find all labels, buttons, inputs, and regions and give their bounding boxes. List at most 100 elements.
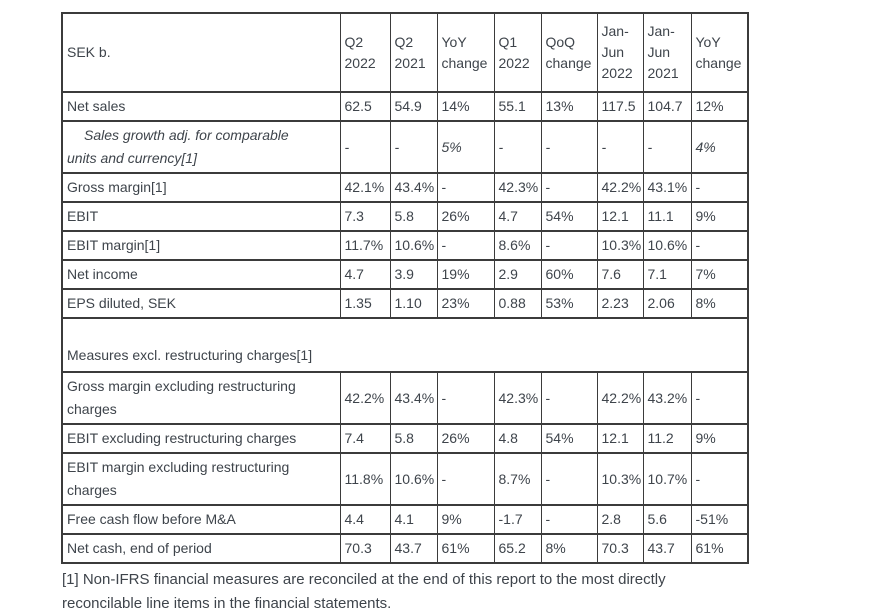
value-cell: 43.4%	[389, 371, 438, 425]
unit-header-cell: SEK b.	[61, 12, 341, 93]
value-cell: -	[642, 120, 692, 174]
value-cell: 2.9	[493, 259, 542, 290]
value-cell: -	[436, 452, 495, 506]
row-label-cell: Gross margin[1]	[61, 172, 341, 203]
value-cell: -	[436, 371, 495, 425]
value-cell: 10.3%	[596, 452, 644, 506]
value-cell: 2.06	[642, 288, 692, 319]
value-cell: 65.2	[493, 533, 542, 564]
value-cell: 7.1	[642, 259, 692, 290]
value-cell: -	[690, 452, 749, 506]
value-cell: 12.1	[596, 201, 644, 232]
value-cell: 9%	[690, 201, 749, 232]
section-title-cell: Measures excl. restructuring charges[1]	[61, 317, 749, 373]
value-cell: 11.2	[642, 423, 692, 454]
table-row: Net sales 62.5 54.9 14% 55.1 13% 117.5 104.7 12%	[61, 91, 749, 122]
value-cell: 61%	[436, 533, 495, 564]
value-cell: 11.7%	[339, 230, 391, 261]
value-cell: 1.10	[389, 288, 438, 319]
row-label-cell: EBIT	[61, 201, 341, 232]
row-label-cell: EBIT excluding restructuring charges	[61, 423, 341, 454]
table-row: Gross margin excluding restructuring cha…	[61, 371, 749, 425]
value-cell: 4.7	[493, 201, 542, 232]
value-cell: -	[690, 230, 749, 261]
table-body: Net sales 62.5 54.9 14% 55.1 13% 117.5 104.7 12%…	[61, 91, 749, 564]
row-label-cell: Gross margin excluding restructuring cha…	[61, 371, 341, 425]
period-header-cell: Q2 2022	[339, 12, 391, 93]
value-cell: 42.2%	[596, 172, 644, 203]
value-cell: 61%	[690, 533, 749, 564]
row-label-cell: Net sales	[61, 91, 341, 122]
value-cell: 10.3%	[596, 230, 644, 261]
financial-table: SEK b. Q2 2022 Q2 2021 YoY change Q1 2022 QoQ…	[61, 12, 749, 564]
period-header-cell: YoY change	[436, 12, 495, 93]
value-cell: 14%	[436, 91, 495, 122]
table-row: EBIT margin[1] 11.7% 10.6% -8.6% -10.3% 10.6%…	[61, 230, 749, 261]
value-cell: 117.5	[596, 91, 644, 122]
value-cell: 8%	[690, 288, 749, 319]
table-row: EBIT 7.3 5.8 26% 4.7 54% 12.1 11.1 9%	[61, 201, 749, 232]
value-cell: -	[436, 230, 495, 261]
value-cell: 42.1%	[339, 172, 391, 203]
value-cell: -	[540, 371, 598, 425]
value-cell: -	[596, 120, 644, 174]
value-cell: 10.6%	[389, 230, 438, 261]
value-cell: 43.4%	[389, 172, 438, 203]
row-label-cell: Sales growth adj. for comparable units a…	[61, 120, 341, 174]
value-cell: 60%	[540, 259, 598, 290]
value-cell: 43.2%	[642, 371, 692, 425]
value-cell: -	[690, 172, 749, 203]
period-header-cell: YoY change	[690, 12, 749, 93]
period-header-cell: Jan-Jun 2021	[642, 12, 692, 93]
value-cell: 42.3%	[493, 172, 542, 203]
value-cell: 4%	[690, 120, 749, 174]
value-cell: 42.2%	[596, 371, 644, 425]
value-cell: 11.1	[642, 201, 692, 232]
value-cell: 12.1	[596, 423, 644, 454]
value-cell: 8.6%	[493, 230, 542, 261]
value-cell: 5.8	[389, 201, 438, 232]
table-row: EBIT margin excluding restructuring char…	[61, 452, 749, 506]
value-cell: 4.8	[493, 423, 542, 454]
value-cell: 0.88	[493, 288, 542, 319]
value-cell: 104.7	[642, 91, 692, 122]
value-cell: 4.1	[389, 504, 438, 535]
value-cell: 10.7%	[642, 452, 692, 506]
period-header-cell: Jan-Jun 2022	[596, 12, 644, 93]
table-header: SEK b. Q2 2022 Q2 2021 YoY change Q1 2022 QoQ…	[61, 12, 749, 93]
section-row: Measures excl. restructuring charges[1]	[61, 317, 749, 373]
value-cell: 43.7	[389, 533, 438, 564]
value-cell: -	[540, 230, 598, 261]
footnote: [1] Non-IFRS financial measures are reco…	[62, 571, 666, 612]
table-row: Free cash flow before M&A 4.4 4.1 9% -1.7-2.…	[61, 504, 749, 535]
value-cell: 13%	[540, 91, 598, 122]
value-cell: 10.6%	[389, 452, 438, 506]
value-cell: -	[690, 371, 749, 425]
value-cell: 55.1	[493, 91, 542, 122]
row-label-cell: Free cash flow before M&A	[61, 504, 341, 535]
value-cell: 62.5	[339, 91, 391, 122]
value-cell: 11.8%	[339, 452, 391, 506]
row-label-cell: EBIT margin[1]	[61, 230, 341, 261]
value-cell: 54%	[540, 201, 598, 232]
value-cell: 43.1%	[642, 172, 692, 203]
period-header-cell: Q1 2022	[493, 12, 542, 93]
value-cell: 12%	[690, 91, 749, 122]
row-label-cell: Net cash, end of period	[61, 533, 341, 564]
period-header-cell: QoQ change	[540, 12, 598, 93]
value-cell: 7.6	[596, 259, 644, 290]
value-cell: 42.3%	[493, 371, 542, 425]
value-cell: 7%	[690, 259, 749, 290]
table-row: EPS diluted, SEK 1.35 1.10 23% 0.88 53% 2.23 2.…	[61, 288, 749, 319]
value-cell: 26%	[436, 201, 495, 232]
value-cell: 9%	[436, 504, 495, 535]
value-cell: 70.3	[339, 533, 391, 564]
value-cell: 19%	[436, 259, 495, 290]
row-label-cell: Net income	[61, 259, 341, 290]
table-row: EBIT excluding restructuring charges 7.4 5…	[61, 423, 749, 454]
value-cell: -1.7	[493, 504, 542, 535]
value-cell: 7.3	[339, 201, 391, 232]
table-row: Net income 4.7 3.9 19% 2.9 60% 7.6 7.1 7%	[61, 259, 749, 290]
value-cell: 4.7	[339, 259, 391, 290]
